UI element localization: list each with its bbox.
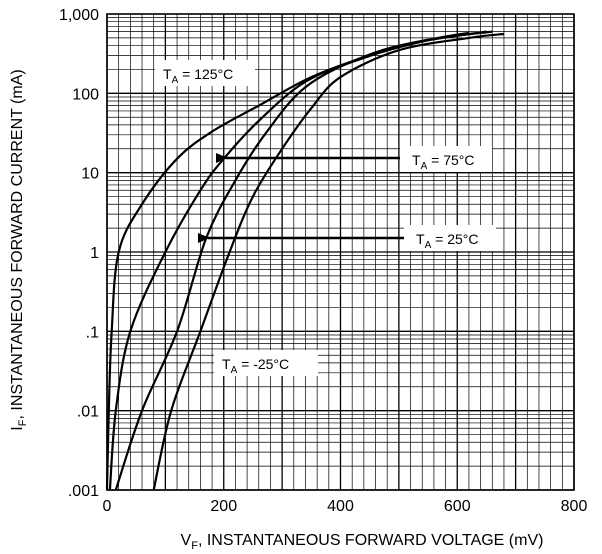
annotation-label: TA = 125°C xyxy=(163,66,233,86)
curve-75C xyxy=(108,30,487,491)
annotation-label-sub: A xyxy=(172,75,179,86)
annotation-label-pre: T xyxy=(416,231,425,247)
annotation-label: TA = 25°C xyxy=(416,231,478,251)
annotation-box xyxy=(155,60,255,86)
annotation-label-pre: T xyxy=(412,152,421,168)
annotation-label-pre: T xyxy=(222,356,231,372)
x-tick-label: 600 xyxy=(444,498,471,515)
curves xyxy=(105,30,505,491)
curve-25C xyxy=(114,30,493,491)
annotation-label: TA = -25°C xyxy=(222,356,289,376)
y-tick-label: 10 xyxy=(81,166,99,183)
annotation-box xyxy=(404,225,496,251)
y-axis-label-post: , INSTANTANEOUS FORWARD CURRENT (mA) xyxy=(9,69,26,419)
x-axis-label-sub: F xyxy=(191,540,198,552)
x-tick-labels: 0 200 400 600 800 xyxy=(103,498,588,515)
annotation-125C: TA = 125°C xyxy=(155,60,255,86)
y-tick-label: 1,000 xyxy=(59,7,99,24)
annotation-label-pre: T xyxy=(163,66,172,82)
annotation-25C: TA = 25°C xyxy=(198,225,496,251)
annotation-label-sub: A xyxy=(421,161,428,172)
x-tick-label: 0 xyxy=(103,498,112,515)
annotation-box xyxy=(400,146,492,172)
x-tick-label: 400 xyxy=(327,498,354,515)
y-tick-label: .1 xyxy=(86,324,99,341)
annotation--25C: TA = -25°C xyxy=(214,350,318,376)
y-tick-label: .001 xyxy=(68,483,99,500)
curve--25C xyxy=(152,32,505,491)
annotation-label: TA = 75°C xyxy=(412,152,474,172)
annotation-label-post: = 125°C xyxy=(178,66,233,82)
y-tick-label: 100 xyxy=(72,86,99,103)
y-tick-label: 1 xyxy=(90,245,99,262)
annotation-label-sub: A xyxy=(425,240,432,251)
annotation-label-sub: A xyxy=(231,365,238,376)
y-axis-label-pre: I xyxy=(9,426,26,430)
annotations: TA = 125°CTA = 75°CTA = 25°CTA = -25°C xyxy=(155,60,496,376)
x-tick-label: 800 xyxy=(561,498,588,515)
annotation-label-post: = 75°C xyxy=(427,152,474,168)
x-tick-label: 200 xyxy=(210,498,237,515)
annotation-label-post: = 25°C xyxy=(431,231,478,247)
plot-frame xyxy=(106,13,575,491)
x-axis-label-pre: V xyxy=(181,532,192,549)
x-axis-label: VF, INSTANTANEOUS FORWARD VOLTAGE (mV) xyxy=(181,532,544,552)
y-axis-label-sub: F xyxy=(17,419,29,426)
x-axis-label-post: , INSTANTANEOUS FORWARD VOLTAGE (mV) xyxy=(198,532,544,549)
y-tick-label: .01 xyxy=(77,404,99,421)
y-tick-labels: .001 .01 .1 1 10 100 1,000 xyxy=(59,7,99,500)
annotation-box xyxy=(214,350,318,376)
annotation-75C: TA = 75°C xyxy=(216,146,492,172)
annotation-label-post: = -25°C xyxy=(237,356,289,372)
y-axis-label: IF, INSTANTANEOUS FORWARD CURRENT (mA) xyxy=(9,69,29,430)
